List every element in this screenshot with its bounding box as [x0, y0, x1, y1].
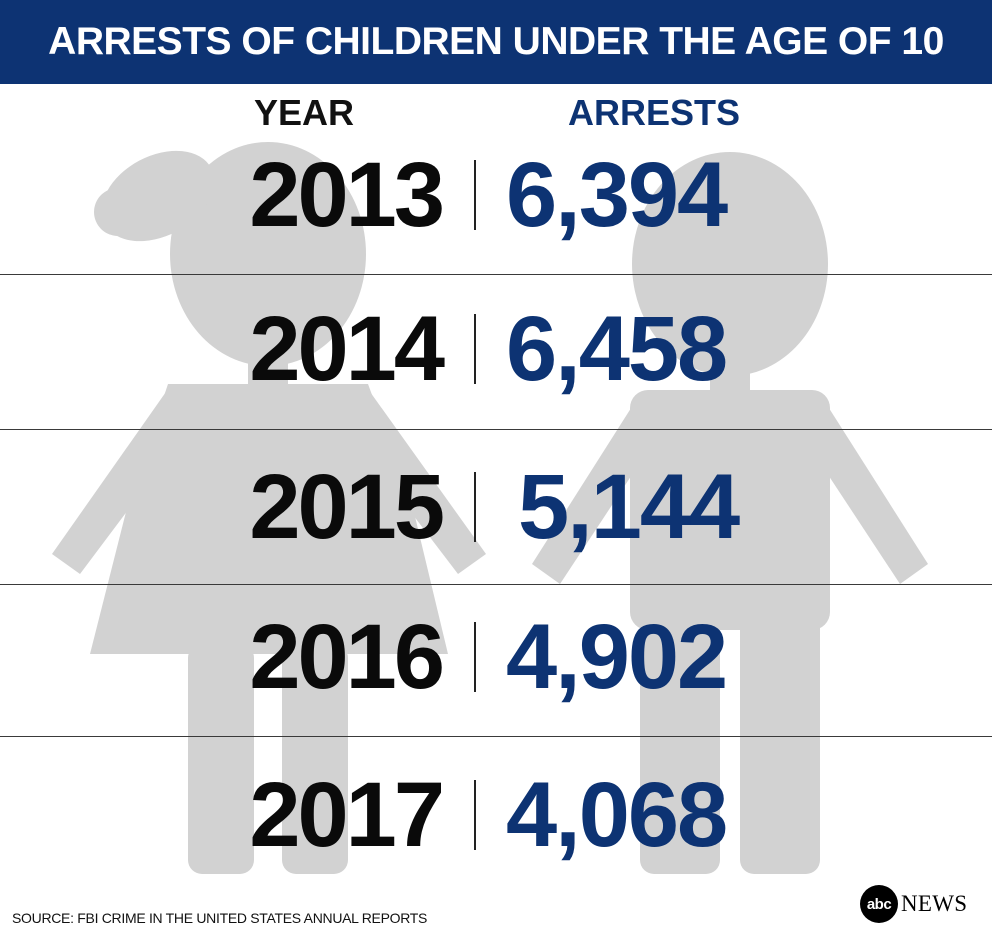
- arrests-column-header: ARRESTS: [568, 92, 741, 133]
- year-cell: 2015: [249, 456, 445, 558]
- table-row: 2016 4,902: [0, 580, 992, 734]
- year-cell: 2013: [249, 144, 445, 246]
- column-separator: [474, 622, 476, 692]
- year-cell: 2016: [249, 606, 445, 708]
- column-separator: [474, 160, 476, 230]
- year-cell: 2014: [249, 298, 445, 400]
- boy-figure-icon: [532, 152, 928, 874]
- arrests-cell: 6,458: [506, 298, 728, 400]
- column-separator: [474, 472, 476, 542]
- column-separator: [474, 314, 476, 384]
- table-row: 2014 6,458: [0, 272, 992, 426]
- news-wordmark: NEWS: [901, 891, 968, 916]
- arrests-cell: 6,394: [506, 144, 728, 246]
- column-separator: [474, 780, 476, 850]
- girl-figure-icon: [52, 142, 486, 874]
- row-divider: [0, 429, 992, 430]
- row-divider: [0, 736, 992, 737]
- table-row: 2013 6,394: [0, 118, 992, 272]
- row-divider: [0, 274, 992, 275]
- table-row: 2017 4,068: [0, 738, 992, 892]
- abc-news-logo: abc NEWS: [860, 884, 967, 924]
- year-column-header: YEAR: [254, 92, 355, 133]
- source-note: SOURCE: FBI CRIME IN THE UNITED STATES A…: [12, 910, 428, 926]
- year-cell: 2017: [249, 764, 445, 866]
- title-banner: ARRESTS OF CHILDREN UNDER THE AGE OF 10: [0, 0, 992, 84]
- chart-title: ARRESTS OF CHILDREN UNDER THE AGE OF 10: [48, 20, 944, 63]
- children-silhouette-illustration: [52, 142, 928, 874]
- table-row: 2015 5,144: [0, 430, 992, 584]
- arrests-cell: 4,902: [506, 606, 728, 708]
- row-divider: [0, 584, 992, 585]
- arrests-cell: 5,144: [518, 456, 740, 558]
- abc-mark: abc: [860, 885, 898, 923]
- arrests-cell: 4,068: [506, 764, 728, 866]
